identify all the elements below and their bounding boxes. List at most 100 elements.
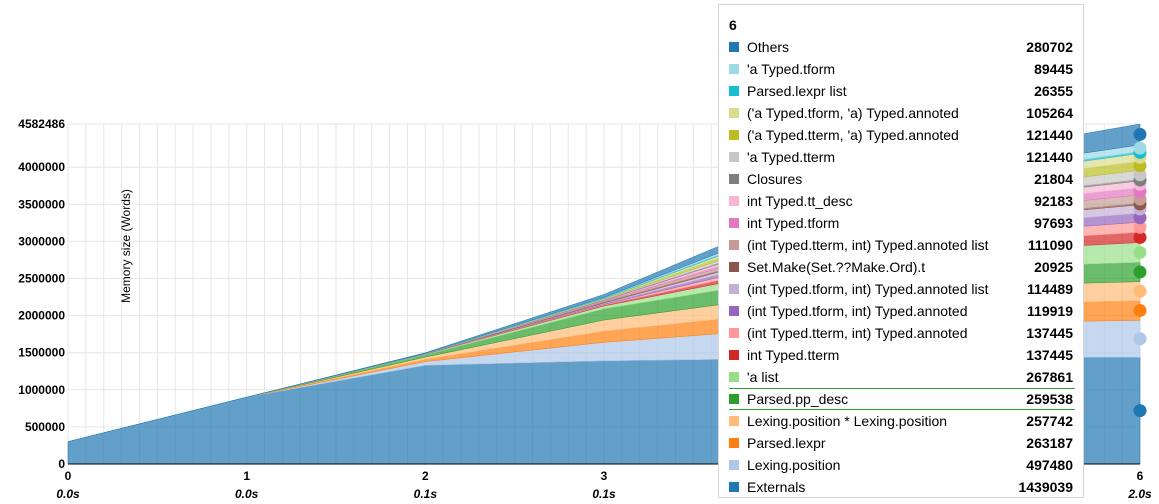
tooltip-swatch [729, 416, 739, 426]
y-tick-label: 2500000 [18, 272, 65, 286]
dot-int-typed-tterm-int-typed-annoted [1133, 220, 1147, 234]
dot-parsed-lexpr [1133, 304, 1147, 318]
tooltip-series-value: 267861 [1026, 369, 1073, 385]
tooltip-series-name: Others [747, 39, 790, 55]
tooltip-series-value: 280702 [1026, 39, 1073, 55]
dot-a-typed-tterm [1133, 168, 1147, 182]
tooltip-swatch [729, 130, 739, 140]
tooltip-series-name: 'a Typed.tform [747, 61, 836, 77]
tooltip-series-value: 137445 [1026, 347, 1073, 363]
tooltip-title: 6 [729, 17, 737, 33]
tooltip-series-value: 20925 [1034, 259, 1073, 275]
tooltip-series-name: Lexing.position [747, 457, 841, 473]
tooltip-row: Closures 21804 [729, 168, 1075, 190]
tooltip-row: ('a Typed.tterm, 'a) Typed.annoted 121440 [729, 124, 1075, 146]
tooltip-swatch [729, 306, 739, 316]
tooltip-series-name: (int Typed.tform, int) Typed.annoted lis… [747, 281, 989, 297]
tooltip-swatch [729, 86, 739, 96]
time-tick-label: 0.0s [56, 487, 80, 501]
tooltip-swatch [729, 196, 739, 206]
x-tick-label: 3 [601, 469, 608, 483]
y-tick-label: 1500000 [18, 346, 65, 360]
tooltip-row: 'a Typed.tform 89445 [729, 58, 1075, 80]
tooltip-row: (int Typed.tterm, int) Typed.annoted lis… [729, 234, 1075, 256]
tooltip-series-value: 257742 [1026, 413, 1073, 429]
tooltip-swatch [729, 64, 739, 74]
tooltip-series-value: 121440 [1026, 127, 1073, 143]
dot-others [1133, 127, 1147, 141]
y-tick-label: 0 [58, 457, 65, 471]
tooltip-swatch [729, 284, 739, 294]
tooltip-series-name: Lexing.position * Lexing.position [747, 413, 948, 429]
tooltip-row: int Typed.tterm 137445 [729, 344, 1075, 366]
tooltip-swatch [729, 394, 739, 404]
tooltip-series-value: 89445 [1034, 61, 1073, 77]
tooltip-swatch [729, 218, 739, 228]
tooltip-row: (int Typed.tform, int) Typed.annoted 1199… [729, 300, 1075, 322]
tooltip-series-value: 97693 [1034, 215, 1073, 231]
y-tick-label: 1000000 [18, 383, 65, 397]
tooltip-swatch [729, 152, 739, 162]
tooltip-series-value: 121440 [1026, 149, 1073, 165]
dot-parsed-pp-desc [1133, 265, 1147, 279]
tooltip-swatch [729, 482, 739, 492]
tooltip-series-name: Parsed.lexpr list [747, 83, 847, 99]
tooltip-series-name: (int Typed.tterm, int) Typed.annoted lis… [747, 237, 989, 253]
tooltip-series-value: 21804 [1034, 171, 1073, 187]
tooltip-swatch [729, 174, 739, 184]
tooltip-series-value: 259538 [1026, 391, 1073, 407]
tooltip-series-name: (int Typed.tform, int) Typed.annoted [747, 303, 968, 319]
tooltip-row: ('a Typed.tform, 'a) Typed.annoted 105264 [729, 102, 1075, 124]
x-tick-label: 0 [65, 469, 72, 483]
tooltip-series-value: 1439039 [1018, 479, 1073, 495]
dot-lexing-position [1133, 332, 1147, 346]
tooltip-swatch [729, 240, 739, 250]
x-tick-label: 6 [1137, 469, 1144, 483]
tooltip-swatch [729, 460, 739, 470]
tooltip-series-name: Parsed.lexpr [747, 435, 826, 451]
x-tick-label: 1 [243, 469, 250, 483]
tooltip-swatch [729, 438, 739, 448]
tooltip-swatch [729, 328, 739, 338]
dot-lexing-position-lexing-position [1133, 284, 1147, 298]
tooltip-series-value: 111090 [1027, 237, 1073, 253]
time-tick-label: 2.0s [1127, 487, 1152, 501]
tooltip-series-name: ('a Typed.tterm, 'a) Typed.annoted [747, 127, 959, 143]
y-tick-label: 3000000 [18, 234, 65, 248]
y-tick-label: 4000000 [18, 160, 65, 174]
tooltip-row: Others 280702 [729, 36, 1075, 58]
tooltip-series-value: 119919 [1027, 303, 1073, 319]
tooltip-row: 'a list 267861 [729, 366, 1075, 388]
time-tick-label: 0.1s [414, 487, 438, 501]
tooltip-row: 'a Typed.tterm 121440 [729, 146, 1075, 168]
tooltip-series-name: Externals [747, 479, 806, 495]
tooltip-series-name: Closures [747, 171, 803, 187]
tooltip-swatch [729, 108, 739, 118]
tooltip-series-name: int Typed.tform [747, 215, 840, 231]
tooltip-series-name: int Typed.tterm [747, 347, 840, 363]
y-tick-label: 3500000 [18, 197, 65, 211]
tooltip-row: Externals 1439039 [729, 476, 1075, 498]
y-axis-label: Memory size (Words) [119, 189, 133, 303]
tooltip-series-name: 'a Typed.tterm [747, 149, 836, 165]
dot-a-list [1133, 245, 1147, 259]
tooltip-row: Lexing.position * Lexing.position 257742 [729, 410, 1075, 432]
tooltip-series-value: 26355 [1034, 83, 1073, 99]
tooltip-series-name: (int Typed.tterm, int) Typed.annoted [747, 325, 968, 341]
tooltip-series-value: 263187 [1026, 435, 1073, 451]
tooltip-series-name: Parsed.pp_desc [747, 391, 849, 407]
tooltip-series-value: 497480 [1026, 457, 1073, 473]
tooltip-row: (int Typed.tform, int) Typed.annoted lis… [729, 278, 1075, 300]
dot-a-typed-tform [1133, 141, 1147, 155]
tooltip-swatch [729, 372, 739, 382]
tooltip-row: Parsed.lexpr list 26355 [729, 80, 1075, 102]
tooltip-row: Lexing.position 497480 [729, 454, 1075, 476]
time-tick-label: 0.0s [235, 487, 259, 501]
tooltip-row: Parsed.lexpr 263187 [729, 432, 1075, 454]
tooltip-series-value: 137445 [1026, 325, 1073, 341]
tooltip-series-value: 105264 [1026, 105, 1073, 121]
chart-axes: 4582486400000035000003000000250000020000… [18, 117, 1152, 501]
chart-hover-dots [1133, 127, 1147, 418]
tooltip-row: int Typed.tform 97693 [729, 212, 1075, 234]
hover-tooltip: 6 Others 280702 'a Typed.tform 89445 Parsed.… [718, 4, 1084, 498]
